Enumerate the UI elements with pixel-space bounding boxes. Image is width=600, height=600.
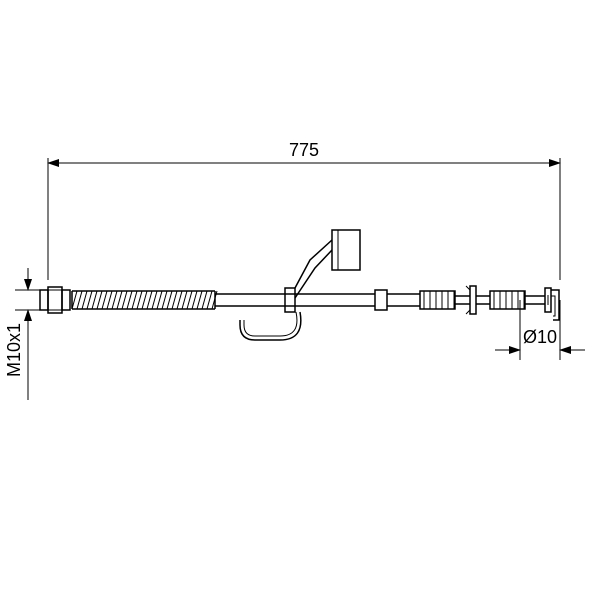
dimension-thread: M10x1 (4, 268, 48, 400)
diameter-value: Ø10 (523, 327, 557, 347)
dimension-length: 775 (48, 140, 560, 280)
thread-value: M10x1 (4, 323, 24, 377)
brake-hose-assembly (40, 230, 559, 340)
length-value: 775 (289, 140, 319, 160)
technical-drawing: 775 M10x1 Ø10 (0, 0, 600, 600)
